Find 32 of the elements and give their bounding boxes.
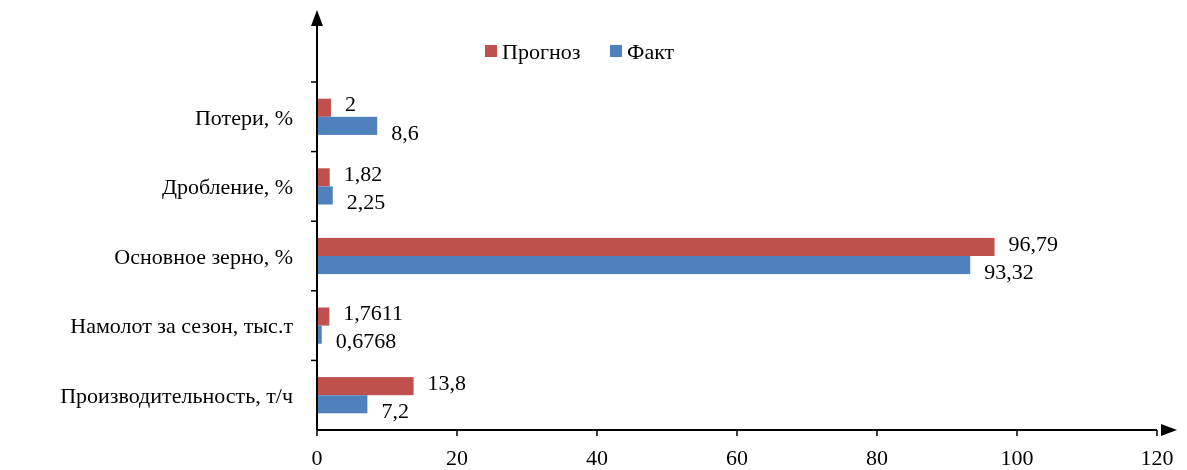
data-label: 2,25 xyxy=(346,189,386,215)
legend-label: Прогноз xyxy=(502,38,581,64)
x-tick-label: 60 xyxy=(726,445,748,470)
x-tick-label: 80 xyxy=(866,445,888,470)
bar xyxy=(317,98,331,117)
y-tick-label: Потери, % xyxy=(194,104,293,130)
bar xyxy=(317,186,333,205)
y-tick-label: Основное зерно, % xyxy=(114,243,293,269)
bar xyxy=(317,395,368,414)
x-tick-label: 40 xyxy=(586,445,608,470)
legend-label: Факт xyxy=(627,38,675,64)
data-label: 2 xyxy=(345,91,356,117)
bar xyxy=(317,168,330,187)
bar xyxy=(317,377,414,396)
y-tick-label: Производительность, т/ч xyxy=(60,382,293,408)
data-label: 8,6 xyxy=(391,119,419,145)
data-label: 1,7611 xyxy=(343,300,404,326)
y-tick-label: Намолот за сезон, тыс.т xyxy=(70,313,294,339)
x-tick-label: 100 xyxy=(1000,445,1034,470)
bar xyxy=(317,237,995,256)
data-label: 1,82 xyxy=(343,161,383,187)
x-tick-label: 20 xyxy=(446,445,468,470)
x-tick-label: 0 xyxy=(311,445,323,470)
data-label: 7,2 xyxy=(381,397,409,423)
y-tick-label: Дробление, % xyxy=(161,174,293,200)
data-label: 0,6768 xyxy=(335,328,397,354)
bar xyxy=(317,256,971,275)
bar xyxy=(317,116,378,135)
data-label: 96,79 xyxy=(1008,230,1059,256)
data-label: 93,32 xyxy=(984,258,1034,284)
x-tick-label: 120 xyxy=(1140,445,1174,470)
data-label: 13,8 xyxy=(427,369,467,395)
